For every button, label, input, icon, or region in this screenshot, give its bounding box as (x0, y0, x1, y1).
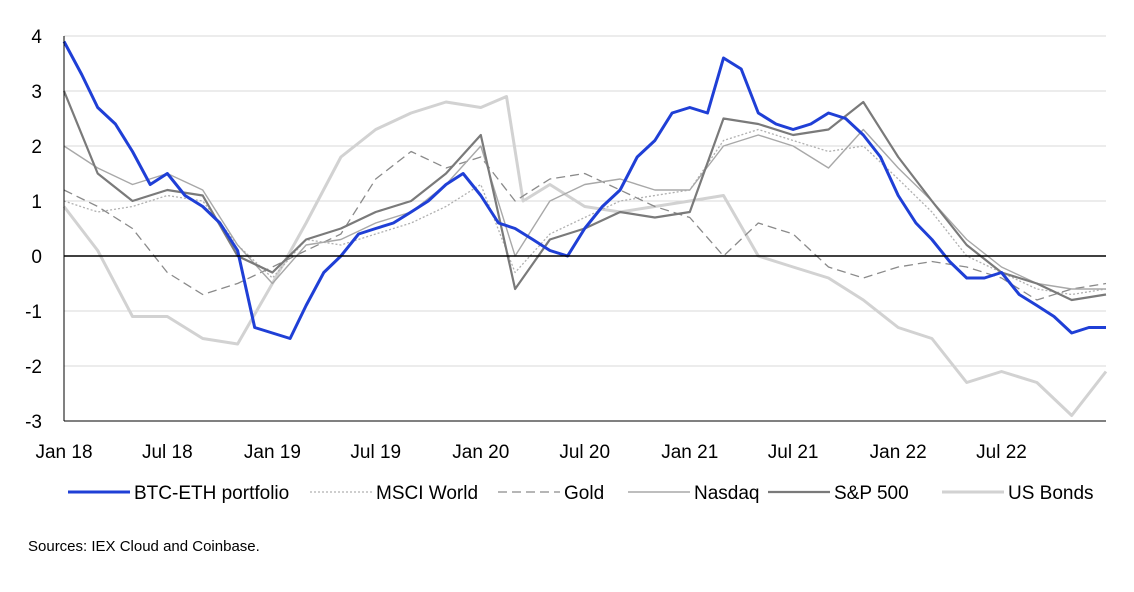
series-line-nasdaq (63, 128, 1106, 290)
series-lines (62, 40, 1108, 417)
y-tick-label: -3 (25, 412, 42, 433)
y-tick-label: 2 (31, 137, 42, 158)
legend-label-msci-world: MSCI World (376, 483, 478, 504)
y-tick-label: -2 (25, 357, 42, 378)
y-tick-label: -1 (25, 302, 42, 323)
source-note: Sources: IEX Cloud and Coinbase. (28, 538, 260, 555)
legend-label-us-bonds: US Bonds (1008, 483, 1094, 504)
x-tick-label: Jan 19 (244, 442, 301, 463)
legend-label-btc-eth-portfolio: BTC-ETH portfolio (134, 483, 289, 504)
x-tick-label: Jul 19 (350, 442, 401, 463)
series-line-gold (63, 150, 1107, 301)
x-tick-label: Jul 21 (768, 442, 819, 463)
legend-label-nasdaq: Nasdaq (694, 483, 760, 504)
legend-label-gold: Gold (564, 483, 604, 504)
x-tick-label: Jan 20 (452, 442, 509, 463)
series-line-s-p-500 (62, 90, 1107, 302)
x-tick-label: Jul 20 (559, 442, 610, 463)
x-tick-label: Jan 22 (870, 442, 927, 463)
legend-label-s-p-500: S&P 500 (834, 483, 909, 504)
x-tick-label: Jul 22 (976, 442, 1027, 463)
x-tick-label: Jan 21 (661, 442, 718, 463)
y-tick-label: 3 (31, 82, 42, 103)
y-tick-label: 0 (31, 247, 42, 268)
series-line-btc-eth-portfolio (62, 40, 1106, 340)
y-axis-tick-labels: 4 3 2 1 0 -1 -2 -3 (25, 27, 42, 433)
gridlines (64, 35, 1106, 367)
x-tick-label: Jan 18 (35, 442, 92, 463)
series-line-us-bonds (62, 95, 1108, 417)
x-axis-tick-labels: Jan 18 Jul 18 Jan 19 Jul 19 Jan 20 Jul 20 Jan … (35, 442, 1026, 463)
series-line-msci-world (63, 128, 1107, 296)
y-tick-label: 4 (31, 27, 42, 48)
y-tick-label: 1 (31, 192, 42, 213)
legend: BTC-ETH portfolio MSCI World Gold Nasdaq S&P… (68, 483, 1094, 504)
x-tick-label: Jul 18 (142, 442, 193, 463)
